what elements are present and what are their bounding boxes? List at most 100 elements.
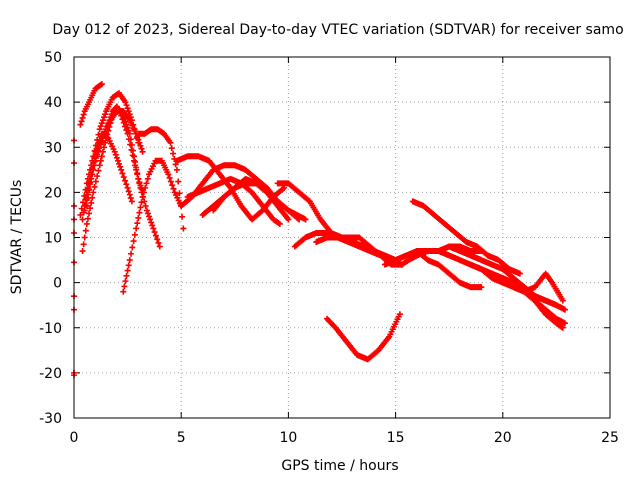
series-arc-20 xyxy=(403,248,485,291)
data-point xyxy=(125,127,132,134)
data-point xyxy=(77,211,84,218)
data-point xyxy=(94,173,101,180)
y-tick-label: 40 xyxy=(44,95,62,111)
series-arc-1 xyxy=(77,81,105,128)
data-point xyxy=(101,114,108,121)
data-point xyxy=(138,145,145,152)
data-point xyxy=(98,137,105,144)
x-tick-label: 0 xyxy=(70,430,79,446)
data-point xyxy=(81,207,88,214)
data-point xyxy=(173,166,180,173)
data-point xyxy=(166,174,173,181)
data-point xyxy=(119,170,126,177)
series-arc-15 xyxy=(291,229,406,268)
x-axis-label: GPS time / hours xyxy=(281,458,398,474)
data-point xyxy=(112,151,119,158)
data-point xyxy=(172,161,179,168)
data-point xyxy=(143,207,150,214)
data-point xyxy=(134,220,141,227)
data-point xyxy=(123,181,130,188)
data-point xyxy=(83,196,90,203)
data-point xyxy=(133,225,140,232)
data-point xyxy=(152,232,159,239)
y-tick-label: 50 xyxy=(44,50,62,66)
series-arc-21 xyxy=(409,198,523,277)
data-point xyxy=(138,199,145,206)
data-point xyxy=(127,114,134,121)
data-point xyxy=(180,225,187,232)
series-arc-24 xyxy=(489,270,568,327)
data-point xyxy=(137,204,144,211)
data-point xyxy=(559,324,566,331)
data-point xyxy=(135,139,142,146)
data-point xyxy=(176,190,183,197)
data-point xyxy=(294,215,301,222)
y-tick-label: 10 xyxy=(44,231,62,247)
data-point xyxy=(84,175,91,182)
data-point xyxy=(559,297,566,304)
data-point xyxy=(78,118,85,125)
data-point xyxy=(478,284,485,291)
data-points xyxy=(71,81,568,379)
data-point xyxy=(81,192,88,199)
data-point xyxy=(121,283,128,290)
plot-frame xyxy=(73,56,611,419)
data-point xyxy=(84,215,91,222)
data-point xyxy=(91,147,98,154)
data-point xyxy=(96,162,103,169)
data-point xyxy=(170,185,177,192)
data-point xyxy=(129,244,136,251)
x-tick-label: 5 xyxy=(177,430,186,446)
data-point xyxy=(97,123,104,130)
data-point xyxy=(149,222,156,229)
data-point xyxy=(123,272,130,279)
data-point xyxy=(131,231,138,238)
data-point xyxy=(142,184,149,191)
data-point xyxy=(97,157,104,164)
data-point xyxy=(91,183,98,190)
data-point xyxy=(179,213,186,220)
data-point xyxy=(302,216,309,223)
series-arc-11 xyxy=(184,175,283,227)
data-point xyxy=(276,220,283,227)
data-point xyxy=(92,142,99,149)
data-point xyxy=(94,137,101,144)
data-point xyxy=(296,216,303,223)
data-point xyxy=(396,311,403,318)
data-point xyxy=(139,148,146,155)
data-point xyxy=(117,163,124,170)
data-point xyxy=(131,126,138,133)
data-point xyxy=(129,147,136,154)
data-point xyxy=(134,135,141,142)
data-point xyxy=(130,121,137,128)
data-point xyxy=(143,180,150,187)
data-point xyxy=(88,199,95,206)
data-point xyxy=(77,121,84,128)
y-tick-label: -10 xyxy=(39,321,62,337)
data-point xyxy=(80,111,87,118)
data-point xyxy=(128,141,135,148)
data-point xyxy=(128,250,135,257)
data-point xyxy=(136,209,143,216)
data-point xyxy=(90,153,97,160)
y-tick-label: 20 xyxy=(44,185,62,201)
data-point xyxy=(122,177,129,184)
data-point xyxy=(151,229,158,236)
data-point xyxy=(142,202,149,209)
data-point xyxy=(135,175,142,182)
data-point xyxy=(130,238,137,245)
data-point xyxy=(170,150,177,157)
x-tick-label: 25 xyxy=(601,430,619,446)
data-point xyxy=(168,145,175,152)
data-point xyxy=(113,154,120,161)
data-point xyxy=(95,167,102,174)
y-axis-label: SDTVAR / TECUs xyxy=(9,180,25,295)
data-point xyxy=(86,210,93,217)
data-point xyxy=(127,195,134,202)
series-arc-17 xyxy=(323,311,403,363)
data-point xyxy=(79,114,86,121)
series-arc-5 xyxy=(81,108,146,214)
data-point xyxy=(561,306,568,313)
data-point xyxy=(98,153,105,160)
